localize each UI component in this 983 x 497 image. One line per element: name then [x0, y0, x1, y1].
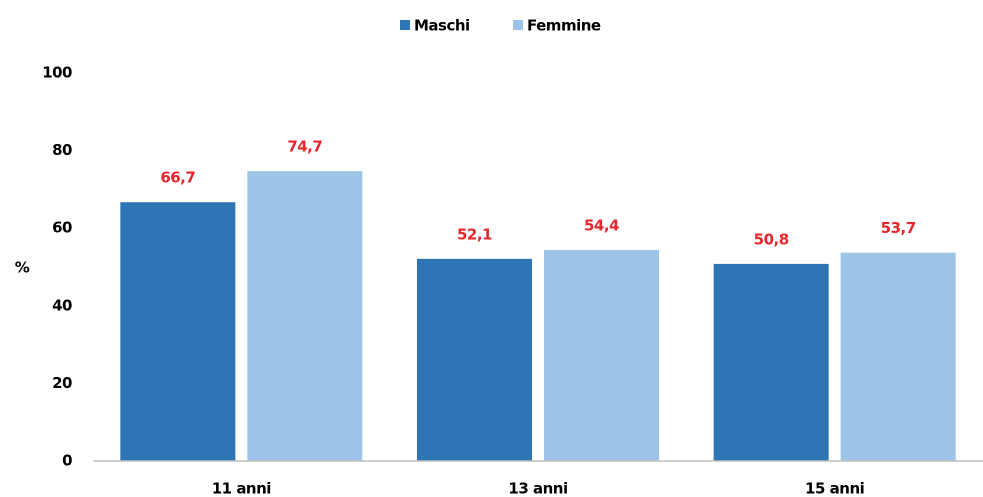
y-axis-label: % — [15, 259, 30, 277]
y-tick-label: 100 — [42, 64, 72, 82]
x-tick-label: 13 anni — [508, 480, 567, 497]
y-tick-label: 20 — [52, 374, 72, 392]
y-tick-label: 80 — [52, 141, 72, 159]
y-tick-label: 0 — [62, 452, 72, 470]
value-label: 52,1 — [457, 225, 492, 243]
legend-swatch — [400, 20, 410, 30]
legend-label: Maschi — [414, 17, 470, 35]
x-tick-label: 11 anni — [212, 480, 271, 497]
bar — [120, 202, 236, 462]
legend-label: Femmine — [527, 17, 601, 35]
value-label: 53,7 — [881, 219, 916, 237]
value-label: 74,7 — [287, 138, 322, 156]
legend-swatch — [513, 20, 523, 30]
x-tick-label: 15 anni — [805, 480, 864, 497]
y-tick-label: 60 — [52, 219, 72, 237]
value-label: 66,7 — [160, 169, 195, 187]
bar — [713, 263, 829, 461]
y-tick-label: 40 — [52, 296, 72, 314]
bar — [544, 249, 659, 461]
bar — [417, 258, 532, 461]
bar — [840, 252, 956, 461]
value-label: 54,4 — [584, 216, 619, 234]
value-label: 50,8 — [754, 230, 789, 248]
bar — [247, 171, 363, 461]
